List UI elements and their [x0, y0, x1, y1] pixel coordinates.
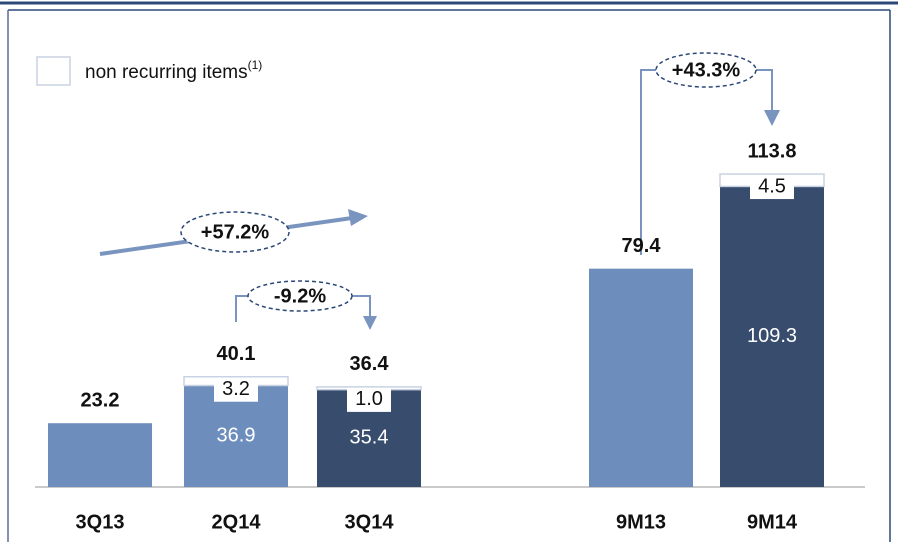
segment-label-box — [214, 377, 258, 402]
bracket — [756, 69, 773, 112]
segment-label-box — [750, 175, 794, 200]
bar — [184, 385, 288, 487]
total-label: 36.4 — [350, 353, 390, 375]
arrow-head — [348, 209, 368, 226]
bar-inner-label: 36.9 — [217, 425, 256, 447]
bar — [589, 268, 693, 487]
annotation: -9.2% — [274, 285, 326, 307]
legend-swatch — [36, 56, 71, 86]
segment-label: 3.2 — [222, 378, 250, 400]
bar-inner-label: 35.4 — [350, 427, 389, 449]
legend-note: (1) — [248, 58, 263, 72]
total-label: 23.2 — [81, 389, 120, 411]
annotation-oval — [180, 211, 290, 253]
bar — [48, 423, 152, 487]
annotation: +57.2% — [201, 221, 270, 243]
total-label: 79.4 — [622, 235, 662, 257]
total-label: 113.8 — [748, 140, 797, 162]
bracket — [640, 69, 656, 255]
bracket — [352, 295, 371, 318]
bar — [720, 186, 824, 488]
legend-label: non recurring items(1) — [85, 58, 262, 83]
x-tick-label: 9M13 — [616, 511, 666, 533]
annotation-oval — [247, 280, 353, 312]
bracket — [235, 295, 248, 322]
annotation-oval — [655, 52, 757, 88]
bar-inner-label: 109.3 — [747, 325, 797, 347]
legend-text: non recurring items — [85, 62, 248, 83]
x-tick-label: 9M14 — [747, 511, 798, 533]
segment-label: 4.5 — [758, 175, 786, 197]
x-tick-label: 2Q14 — [212, 511, 262, 533]
segment-label-box — [347, 387, 391, 412]
total-label: 40.1 — [217, 343, 256, 365]
arrow-head — [363, 316, 377, 330]
arrow-head — [764, 110, 780, 126]
annotation: +43.3% — [672, 59, 741, 81]
x-tick-label: 3Q14 — [345, 511, 395, 533]
x-tick-label: 3Q13 — [76, 511, 125, 533]
segment-label: 1.0 — [355, 388, 383, 410]
